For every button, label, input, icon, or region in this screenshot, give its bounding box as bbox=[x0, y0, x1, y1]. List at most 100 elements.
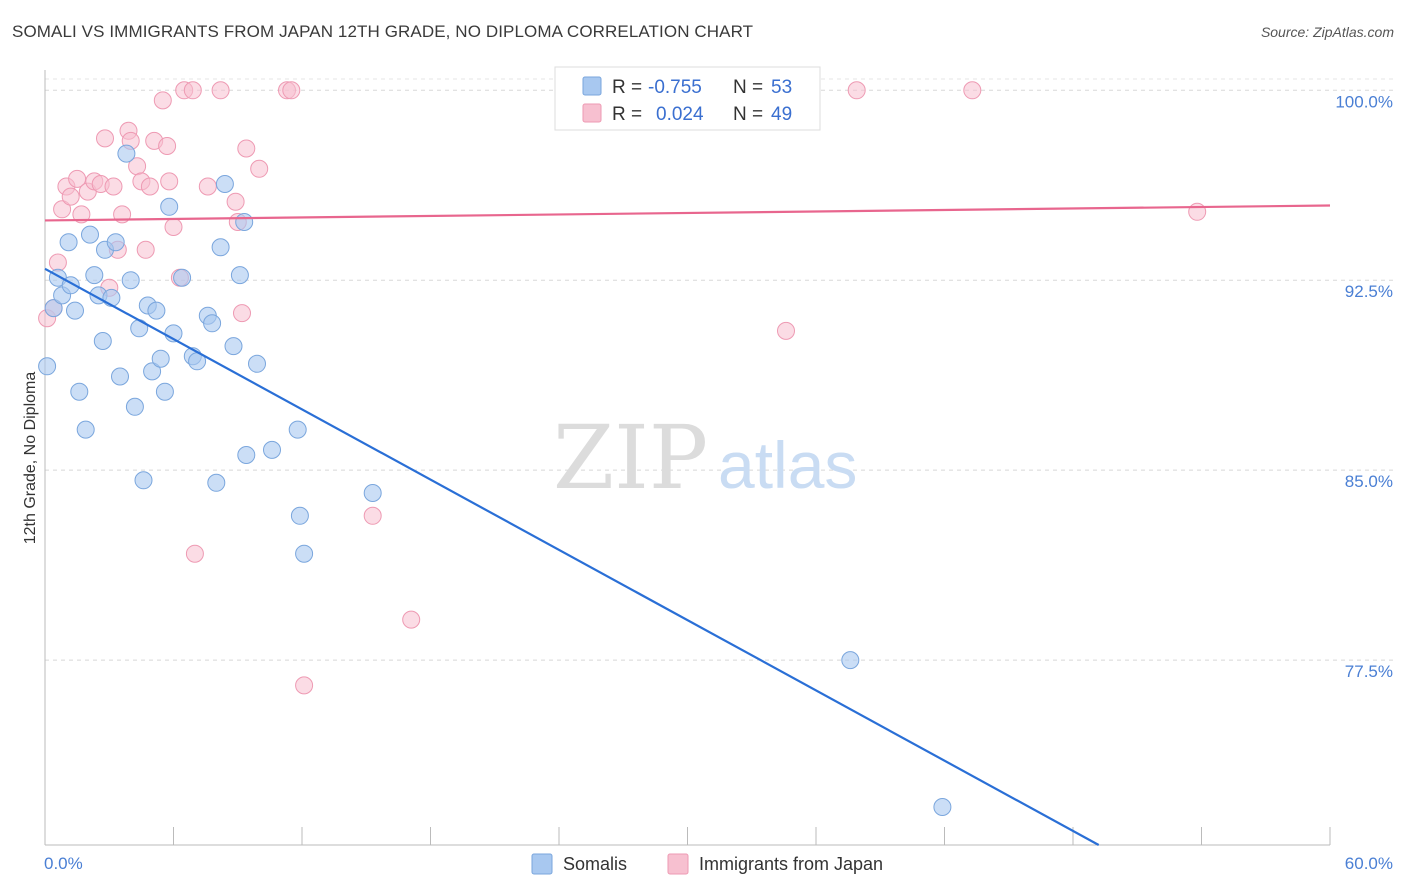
data-point-japan bbox=[96, 129, 114, 148]
data-point-japan bbox=[140, 177, 159, 196]
data-point-somali bbox=[59, 233, 78, 252]
data-point-japan bbox=[53, 200, 72, 219]
data-point-somali bbox=[111, 367, 129, 386]
y-tick-label: 85.0% bbox=[1345, 472, 1393, 491]
data-point-somali bbox=[44, 299, 63, 318]
legend-swatch-somalis bbox=[531, 853, 553, 875]
data-point-somali bbox=[933, 798, 952, 816]
data-point-somali bbox=[203, 314, 222, 333]
data-point-somali bbox=[215, 175, 234, 193]
data-point-somali bbox=[173, 268, 192, 287]
legend-swatch-japan-bottom bbox=[667, 853, 689, 875]
y-tick-label: 100.0% bbox=[1335, 92, 1393, 111]
legend-n-value-1: 53 bbox=[771, 77, 792, 98]
data-point-somali bbox=[230, 266, 249, 285]
data-point-somali bbox=[93, 332, 112, 350]
data-point-japan bbox=[183, 81, 202, 100]
data-point-japan bbox=[233, 304, 251, 323]
x-tick-labels: 0.0% 60.0% bbox=[44, 854, 1393, 873]
legend-r-value-1: -0.755 bbox=[648, 77, 702, 98]
legend-n-label-2: N = bbox=[733, 104, 763, 125]
data-point-somali bbox=[211, 238, 230, 257]
data-point-somali bbox=[290, 506, 309, 525]
data-point-somali bbox=[143, 362, 162, 381]
legend-r-label-2: R = bbox=[612, 104, 642, 125]
data-point-japan bbox=[104, 177, 123, 196]
watermark-atlas: atlas bbox=[718, 428, 857, 502]
x-tick-label: 60.0% bbox=[1345, 854, 1393, 873]
data-point-japan bbox=[61, 187, 80, 206]
y-tick-label: 77.5% bbox=[1345, 662, 1393, 681]
data-point-japan bbox=[158, 137, 177, 155]
data-point-somali bbox=[155, 382, 174, 401]
data-point-japan bbox=[250, 159, 269, 178]
data-point-somali bbox=[121, 271, 140, 290]
x-tick-label: 0.0% bbox=[44, 854, 83, 873]
series-japan-points bbox=[38, 81, 1207, 695]
legend-label-somalis: Somalis bbox=[563, 854, 627, 874]
data-point-japan bbox=[68, 169, 87, 188]
legend-r-label-1: R = bbox=[612, 77, 642, 98]
legend-swatch-somali bbox=[582, 76, 602, 96]
y-axis-label: 12th Grade, No Diploma bbox=[22, 372, 39, 545]
data-point-somali bbox=[248, 354, 266, 373]
data-point-japan bbox=[295, 676, 314, 695]
data-point-japan bbox=[777, 321, 795, 340]
gridlines bbox=[45, 78, 1395, 661]
data-point-somali bbox=[106, 233, 125, 252]
legend-n-label-1: N = bbox=[733, 77, 763, 98]
series-legend: Somalis Immigrants from Japan bbox=[531, 853, 883, 875]
data-point-japan bbox=[136, 240, 155, 259]
data-point-somali bbox=[102, 288, 121, 307]
data-point-japan bbox=[198, 177, 217, 196]
data-point-japan bbox=[48, 253, 67, 272]
data-point-somali bbox=[85, 266, 104, 285]
y-tick-label: 92.5% bbox=[1345, 282, 1393, 301]
data-point-japan bbox=[282, 81, 301, 100]
data-point-japan bbox=[847, 81, 866, 100]
series-somali-points bbox=[38, 144, 952, 816]
data-point-somali bbox=[207, 473, 226, 492]
data-point-somali bbox=[151, 349, 170, 368]
legend-label-japan: Immigrants from Japan bbox=[699, 854, 883, 874]
legend-n-value-2: 49 bbox=[771, 104, 792, 125]
data-point-japan bbox=[963, 81, 982, 100]
trend-line-japan bbox=[44, 204, 1331, 222]
data-point-somali bbox=[81, 225, 99, 244]
stats-legend: R = -0.755 N = 53 R = 0.024 N = 49 bbox=[554, 66, 821, 131]
legend-r-value-2: 0.024 bbox=[656, 104, 704, 125]
data-point-japan bbox=[363, 506, 382, 525]
data-point-somali bbox=[288, 420, 307, 439]
data-point-somali bbox=[134, 471, 153, 490]
data-point-somali bbox=[841, 651, 860, 670]
data-point-japan bbox=[237, 139, 256, 158]
watermark-zip: ZIP bbox=[553, 406, 708, 509]
data-point-somali bbox=[160, 197, 179, 216]
data-point-somali bbox=[263, 440, 281, 459]
data-point-japan bbox=[211, 81, 230, 100]
chart-title: SOMALI VS IMMIGRANTS FROM JAPAN 12TH GRA… bbox=[12, 22, 754, 41]
data-point-japan bbox=[153, 91, 172, 110]
data-point-somali bbox=[237, 446, 256, 464]
data-point-somali bbox=[66, 301, 84, 320]
data-point-japan bbox=[226, 192, 245, 211]
data-point-japan bbox=[185, 544, 204, 563]
data-point-somali bbox=[70, 382, 89, 401]
data-point-somali bbox=[235, 213, 254, 231]
data-point-somali bbox=[295, 544, 314, 563]
data-point-somali bbox=[125, 397, 144, 416]
data-point-somali bbox=[224, 337, 243, 356]
data-point-somali bbox=[76, 420, 95, 439]
trend-line-somali bbox=[44, 267, 1100, 846]
data-point-japan bbox=[72, 205, 91, 224]
data-point-japan bbox=[402, 610, 421, 629]
data-point-japan bbox=[160, 172, 179, 191]
watermark: ZIP atlas bbox=[553, 406, 857, 509]
data-point-japan bbox=[164, 218, 183, 236]
data-point-somali bbox=[147, 301, 166, 320]
trend-lines bbox=[44, 204, 1331, 846]
y-tick-labels: 77.5% 85.0% 92.5% 100.0% bbox=[1335, 92, 1393, 681]
data-point-somali bbox=[117, 144, 136, 163]
data-point-somali bbox=[363, 484, 382, 502]
